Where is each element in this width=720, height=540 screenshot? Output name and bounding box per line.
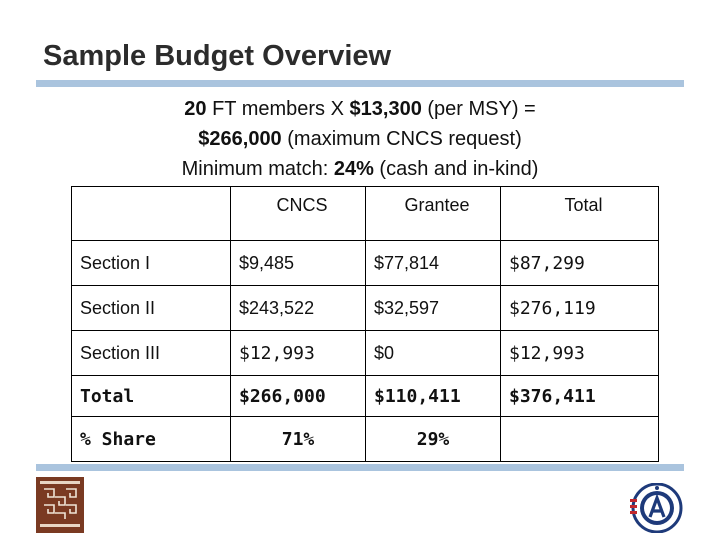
cell-cncs: $243,522 <box>230 285 366 331</box>
cell-total: $12,993 <box>500 330 659 376</box>
table-row: Section II $243,522 $32,597 $276,119 <box>71 285 659 331</box>
cell-grantee: $110,411 <box>365 375 501 417</box>
cell-grantee: $77,814 <box>365 240 501 286</box>
cell-cncs: $9,485 <box>230 240 366 286</box>
budget-table: CNCS Grantee Total Section I $9,485 $77,… <box>71 186 659 462</box>
intro-line-2: $266,000 (maximum CNCS request) <box>198 128 522 150</box>
table-row: Section I $9,485 $77,814 $87,299 <box>71 240 659 286</box>
table-share-row: % Share 71% 29% <box>71 416 659 462</box>
header-cell <box>71 186 231 241</box>
cell-cncs: $12,993 <box>230 330 366 376</box>
cell-total: $276,119 <box>500 285 659 331</box>
page-title: Sample Budget Overview <box>43 40 392 72</box>
header-cell-total: Total <box>500 186 659 241</box>
intro-line-1: 20 FT members X $13,300 (per MSY) = <box>184 98 536 120</box>
footer-divider <box>36 464 684 471</box>
cell-total: $376,411 <box>500 375 659 417</box>
cell-grantee: $32,597 <box>365 285 501 331</box>
cell-cncs: $266,000 <box>230 375 366 417</box>
title-divider <box>36 80 684 87</box>
row-label: Total <box>71 375 231 417</box>
table-total-row: Total $266,000 $110,411 $376,411 <box>71 375 659 417</box>
intro-line-3: Minimum match: 24% (cash and in-kind) <box>181 158 539 180</box>
header-cell-grantee: Grantee <box>365 186 501 241</box>
row-label: Section II <box>71 285 231 331</box>
cell-grantee: $0 <box>365 330 501 376</box>
intro-text: 20 FT members X $13,300 (per MSY) = $266… <box>0 94 720 184</box>
table-header-row: CNCS Grantee Total <box>71 186 659 241</box>
cell-total <box>500 416 659 462</box>
header-cell-cncs: CNCS <box>230 186 366 241</box>
row-label: Section I <box>71 240 231 286</box>
cell-grantee: 29% <box>365 416 501 462</box>
americorps-logo <box>628 482 686 538</box>
cell-total: $87,299 <box>500 240 659 286</box>
table-row: Section III $12,993 $0 $12,993 <box>71 330 659 376</box>
row-label: Section III <box>71 330 231 376</box>
cell-cncs: 71% <box>230 416 366 462</box>
row-label: % Share <box>71 416 231 462</box>
massachusetts-logo <box>36 477 84 533</box>
